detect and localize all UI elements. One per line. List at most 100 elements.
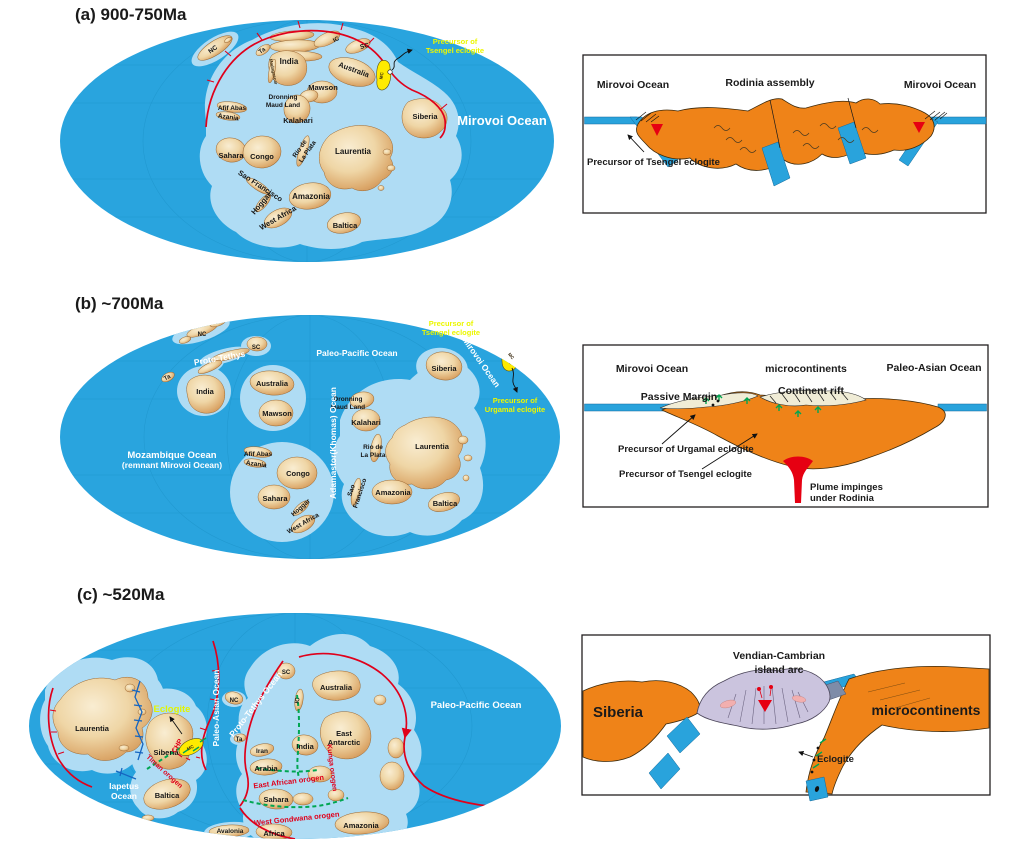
- rift-volcanics: [702, 394, 822, 417]
- label-amazonia: Amazonia: [343, 821, 379, 830]
- section-c: Vendian-Cambrian island arc Siberia micr…: [581, 634, 991, 802]
- ocean-strip-left: [584, 116, 637, 125]
- subduction-lines-c: [47, 640, 525, 839]
- island-arc: [696, 668, 831, 730]
- label-ta: Ta: [163, 374, 172, 383]
- section-b-ocean-right: Paleo-Asian Ocean: [886, 362, 981, 374]
- map-b: Paleo-Asian Ocean NC SC Proto-Tethys Ta …: [60, 300, 560, 559]
- accretion-hatch-left: [635, 111, 660, 123]
- label-urgamal-2: Urgamal eclogite: [485, 405, 545, 414]
- label-iran: Iran: [256, 748, 268, 755]
- label-nc: NC: [198, 332, 207, 338]
- section-c-siberia: Siberia: [593, 704, 644, 721]
- label-precursor-tsengel-1: Precursor of: [433, 37, 478, 46]
- label-mc: MC: [378, 71, 384, 79]
- eclogite-mark-left: [651, 124, 663, 136]
- tsengel-site-dot: [504, 347, 510, 353]
- label-afif-abas: Afif Abas: [218, 105, 247, 112]
- note-arrow-a: [627, 134, 645, 153]
- label-sc: SC: [252, 345, 261, 351]
- urgamal-dot2: [716, 399, 720, 403]
- rift-slab-1: [761, 141, 791, 187]
- section-a-ocean-left: Mirovoi Ocean: [597, 79, 669, 91]
- label-dronning-2: Maud Land: [331, 404, 365, 411]
- section-b-plume-note-2: under Rodinia: [810, 493, 875, 504]
- subduction-line-a: [205, 29, 447, 139]
- label-paleo-pacific-ocean: Paleo-Pacific Ocean: [316, 348, 397, 358]
- slab-texture: [867, 682, 931, 709]
- section-c-microcontinents: microcontinents: [872, 702, 981, 718]
- arc-magma: [758, 700, 772, 712]
- label-sahara: Sahara: [263, 795, 289, 804]
- label-india: India: [296, 742, 314, 751]
- label-kalahari: Kalahari: [351, 418, 381, 427]
- label-nc: NC: [207, 44, 219, 55]
- label-laurentia: Laurentia: [335, 147, 372, 156]
- label-laurentia: Laurentia: [75, 724, 110, 733]
- label-dronning-1: Dronning: [334, 396, 363, 403]
- panel-b-title: (b) ~700Ma: [75, 294, 164, 313]
- eclogite-site-dot-a: [387, 69, 393, 75]
- section-b-microcontinents: microcontinents: [765, 363, 847, 375]
- label-mc: MC: [507, 352, 516, 361]
- label-australia: Australia: [256, 379, 289, 388]
- rift-faults: [769, 391, 849, 404]
- map-a: NC Ta IC SC India Madagascar Australia M…: [60, 20, 554, 262]
- label-sahara: Sahara: [262, 494, 288, 503]
- section-b-urgamal-note: Precursor of Urgamal eclogite: [618, 444, 754, 455]
- label-rio-2: La Plata: [361, 452, 386, 459]
- panel-c: (c) ~520Ma: [29, 585, 991, 839]
- label-sc: SC: [282, 670, 291, 676]
- continents-b: [161, 318, 473, 534]
- ocean-strip-right: [937, 403, 987, 412]
- rift-slab-2: [837, 121, 867, 165]
- label-azania: Azania: [245, 460, 267, 470]
- eclogite-note-arrow: [798, 750, 814, 758]
- label-siberia: Siberia: [153, 748, 179, 757]
- rift-basin: [759, 389, 867, 407]
- label-mozambique-2: (remnant Mirovoi Ocean): [122, 460, 222, 470]
- urgamal-dot: [711, 403, 715, 407]
- chp-teeth: [177, 753, 201, 761]
- label-india: India: [196, 387, 214, 396]
- arc-faults: [727, 685, 809, 725]
- label-congo: Congo: [286, 469, 310, 478]
- section-a: Mirovoi Ocean Rodinia assembly Mirovoi O…: [582, 54, 987, 214]
- eclogite-mark-right: [913, 122, 925, 133]
- arc-pluton-1: [720, 699, 736, 709]
- label-congo: Congo: [250, 152, 274, 161]
- panel-b: (b) ~700Ma: [60, 294, 989, 559]
- label-precursor-tsengel-2: Tsengel eclogite: [426, 46, 484, 55]
- section-c-arc-2: island arc: [754, 664, 803, 676]
- urgamal-note-arrow: [661, 414, 696, 445]
- fold-squiggles: [713, 123, 879, 153]
- urgamal-arrow-b: [511, 367, 518, 393]
- urgamal-site-dot: [508, 359, 514, 365]
- section-a-rodinia: Rodinia assembly: [725, 77, 814, 89]
- label-east-antarctic-2: Antarctic: [328, 738, 361, 747]
- label-ic: IC: [294, 696, 302, 704]
- label-east-antarctic-1: East: [336, 729, 352, 738]
- label-afif-abas: Afif Abas: [244, 451, 273, 458]
- slab-eclogite-marks: [810, 738, 827, 774]
- label-dronning-1: Dronning: [269, 94, 298, 101]
- tsengel-arrow-b: [483, 339, 506, 348]
- label-paleo-asian-ocean: Paleo-Asian Ocean: [211, 669, 221, 746]
- section-b-passive-margin: Passive Margin: [641, 391, 717, 403]
- label-azania: Azania: [217, 113, 239, 123]
- panel-a-title: (a) 900-750Ma: [75, 5, 187, 24]
- mc-terrane-a: [376, 60, 392, 91]
- continents-a: [197, 30, 448, 234]
- detached-slab-1: [666, 716, 701, 754]
- eclogite-dot: [814, 786, 820, 792]
- tsengel-note-arrow: [701, 433, 758, 470]
- ocean-strip-right: [929, 116, 987, 125]
- label-mawson: Mawson: [262, 409, 292, 418]
- arc-volcanoes: [757, 685, 773, 699]
- label-rio-1: Rio de: [363, 444, 383, 451]
- label-nc: NC: [230, 698, 239, 704]
- label-baltica: Baltica: [333, 221, 358, 230]
- label-tsengel-2: Tsengel eclogite: [422, 328, 480, 337]
